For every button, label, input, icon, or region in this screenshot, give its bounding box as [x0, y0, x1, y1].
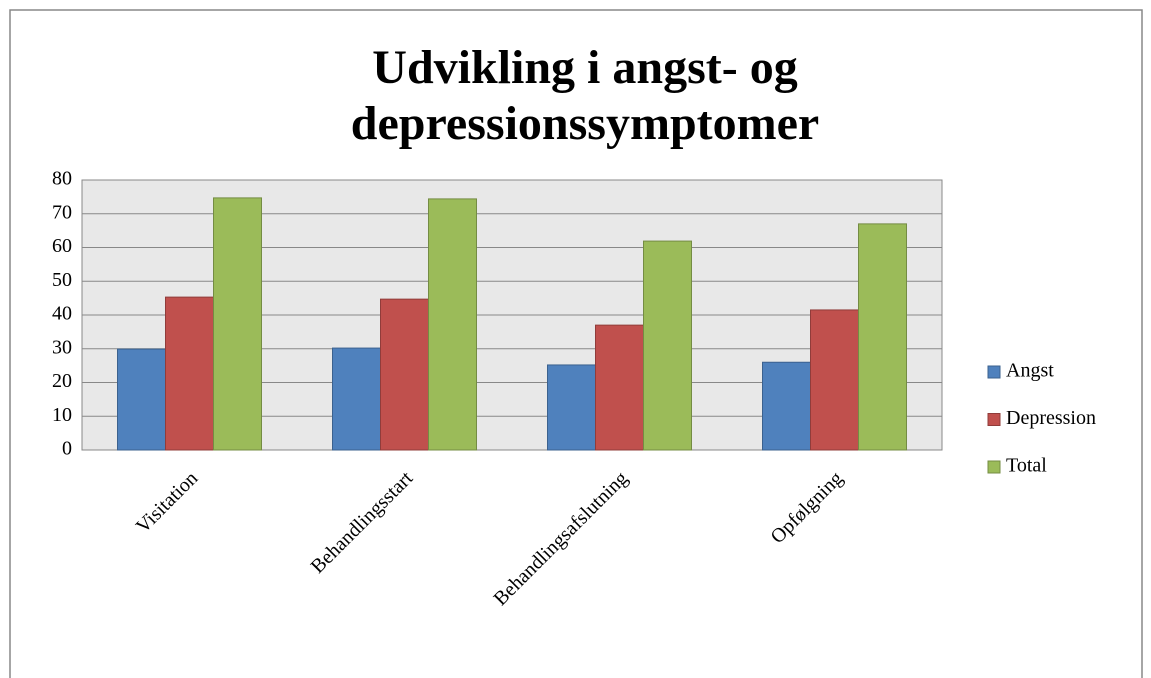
bar — [762, 361, 811, 451]
y-tick-label: 40 — [52, 303, 72, 325]
frame — [9, 9, 1143, 678]
x-tick-label: Opfølgning — [767, 467, 848, 548]
bar — [547, 364, 596, 451]
y-tick-label: 30 — [52, 336, 72, 358]
bar — [595, 324, 644, 451]
bar — [428, 198, 477, 451]
bar — [858, 223, 907, 451]
x-tick-label: Behandlingsstart — [307, 467, 418, 578]
bar — [643, 240, 692, 451]
chart-title: depressionssymptomer — [351, 97, 819, 150]
legend-swatch — [987, 460, 1001, 474]
legend-label: Depression — [1006, 407, 1096, 429]
y-tick-label: 20 — [52, 370, 72, 392]
bar — [810, 309, 859, 451]
y-tick-label: 70 — [52, 201, 72, 223]
y-tick-label: 0 — [62, 438, 72, 460]
legend-label: Angst — [1006, 360, 1054, 382]
y-tick-label: 10 — [52, 404, 72, 426]
bar — [380, 298, 429, 451]
bar — [165, 296, 214, 451]
y-tick-label: 50 — [52, 269, 72, 291]
y-tick-label: 80 — [52, 168, 72, 190]
x-tick-label: Visitation — [132, 467, 202, 537]
x-tick-label: Behandlingsafslutning — [489, 467, 632, 610]
legend-label: Total — [1006, 455, 1047, 477]
bar — [213, 197, 262, 451]
legend-swatch — [987, 365, 1001, 379]
bar — [117, 348, 166, 451]
bar — [332, 347, 381, 451]
chart-title: Udvikling i angst- og — [372, 41, 797, 94]
legend-swatch — [987, 413, 1001, 426]
y-tick-label: 60 — [52, 235, 72, 257]
